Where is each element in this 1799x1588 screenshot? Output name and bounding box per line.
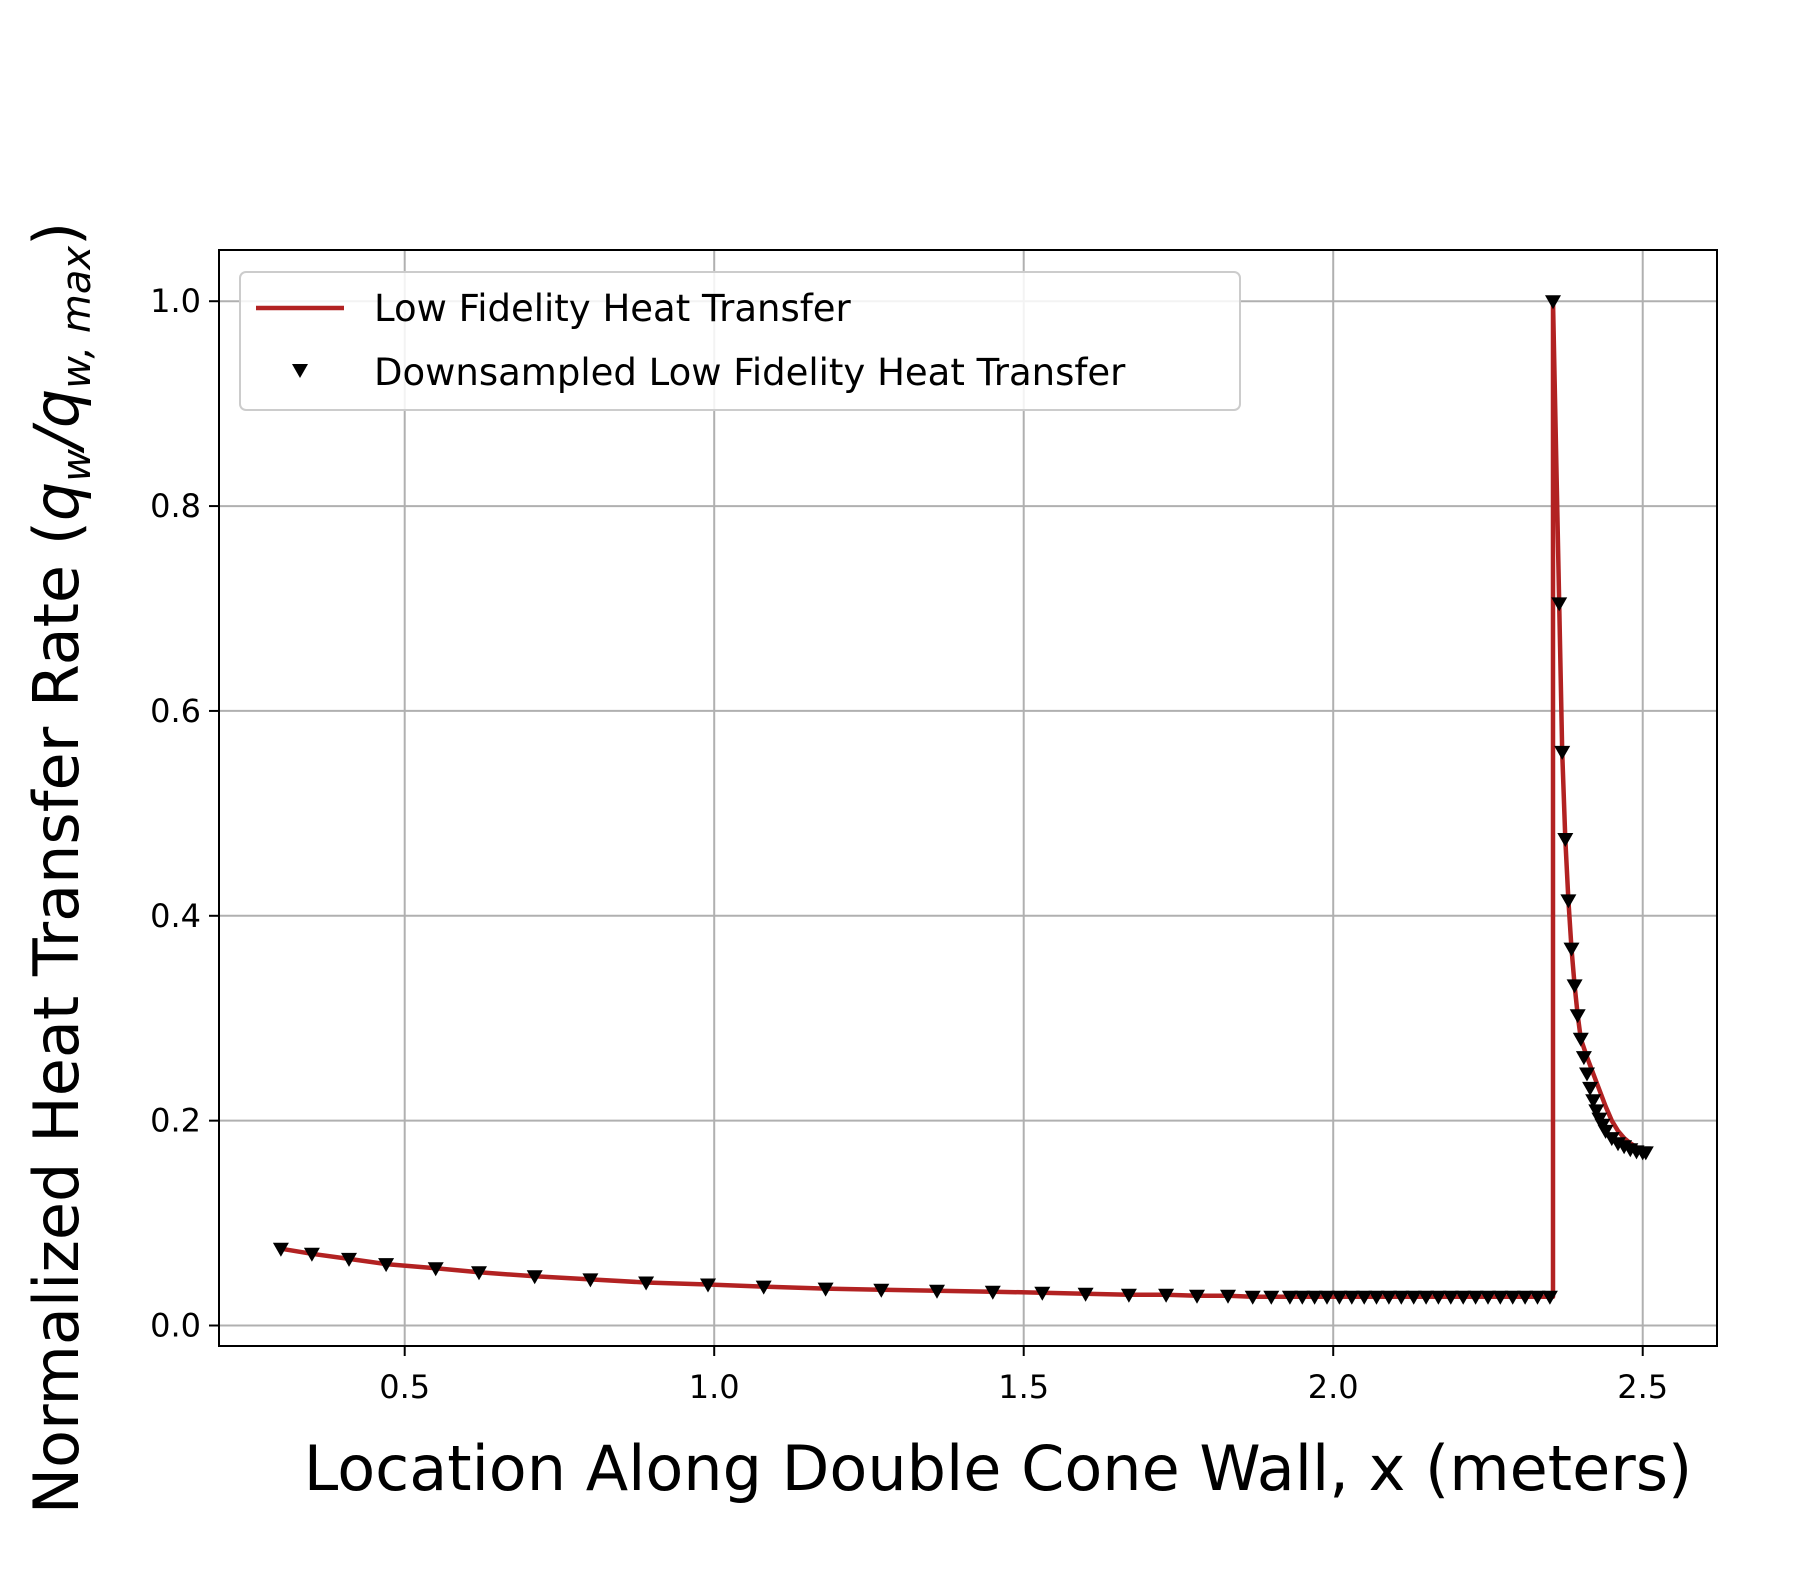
series-marker-downsampled — [1281, 1290, 1298, 1305]
series-marker-downsampled — [1588, 1104, 1605, 1119]
series-marker-downsampled — [1189, 1289, 1205, 1304]
legend-box — [239, 271, 1241, 411]
series-marker-downsampled — [1566, 979, 1583, 994]
series-marker-downsampled — [1430, 1290, 1447, 1305]
x-tick-label: 2.5 — [1617, 1368, 1668, 1406]
series-marker-downsampled — [1504, 1290, 1521, 1305]
series-marker-downsampled — [1077, 1287, 1094, 1302]
series-marker-downsampled — [1529, 1290, 1546, 1305]
series-marker-downsampled — [1380, 1290, 1397, 1305]
y-tick-label: 0.4 — [150, 897, 201, 935]
series-marker-downsampled — [1368, 1290, 1385, 1305]
y-axis-title-wmax-subscript: w, max — [54, 246, 100, 389]
y-tick-label: 0.8 — [150, 487, 201, 525]
series-marker-downsampled — [1455, 1290, 1472, 1305]
y-tick-label: 0.2 — [150, 1102, 201, 1140]
series-marker-downsampled — [1442, 1290, 1459, 1305]
legend-label-markers: Downsampled Low Fidelity Heat Transfer — [374, 351, 1126, 394]
x-tick-label: 1.5 — [998, 1368, 1049, 1406]
series-marker-downsampled — [1582, 1081, 1599, 1096]
series-marker-downsampled — [582, 1273, 599, 1288]
series-marker-downsampled — [1356, 1290, 1373, 1305]
series-marker-downsampled — [1306, 1290, 1323, 1305]
series-marker-downsampled — [1405, 1290, 1422, 1305]
series-marker-downsampled — [1480, 1290, 1496, 1305]
series-marker-downsampled — [1579, 1067, 1595, 1082]
series-marker-downsampled — [427, 1262, 444, 1277]
y-axis-title-q: q — [20, 482, 93, 521]
y-axis-title-w-subscript: w — [54, 449, 100, 482]
series-marker-downsampled — [1220, 1289, 1236, 1304]
series-marker-downsampled — [341, 1252, 357, 1267]
series-marker-downsampled — [1343, 1290, 1360, 1305]
series-marker-downsampled — [755, 1280, 772, 1295]
series-marker-downsampled — [1554, 745, 1571, 760]
series-marker-downsampled — [1244, 1290, 1261, 1305]
series-marker-downsampled — [984, 1285, 1001, 1300]
legend-label-line: Low Fidelity Heat Transfer — [374, 287, 852, 330]
series-marker-downsampled — [1541, 1290, 1558, 1305]
series-marker-downsampled — [1560, 894, 1577, 909]
series-marker-downsampled — [1034, 1286, 1051, 1301]
series-marker-downsampled — [1158, 1288, 1175, 1303]
series-marker-downsampled — [1563, 942, 1580, 957]
series-marker-downsampled — [817, 1282, 834, 1297]
legend-marker-swatch — [292, 364, 308, 378]
series-marker-downsampled — [1294, 1290, 1311, 1305]
series-marker-downsampled — [303, 1247, 320, 1262]
x-tick-label: 0.5 — [379, 1368, 430, 1406]
y-axis-title: Normalized Heat Transfer Rate (qw/qw, ma… — [20, 222, 100, 1514]
series-marker-downsampled — [1551, 597, 1568, 612]
series-marker-downsampled — [1597, 1124, 1614, 1139]
plot-frame — [218, 249, 1718, 1347]
y-tick-label: 1.0 — [150, 282, 201, 320]
legend: Low Fidelity Heat Transfer Downsampled L… — [239, 271, 1241, 411]
series-marker-downsampled — [1467, 1290, 1484, 1305]
series-marker-downsampled — [700, 1278, 716, 1293]
series-marker-downsampled — [1263, 1290, 1280, 1305]
series-marker-downsampled — [929, 1284, 945, 1299]
series-marker-downsampled — [1545, 295, 1561, 310]
series-marker-downsampled — [1575, 1051, 1592, 1066]
series-marker-downsampled — [1492, 1290, 1509, 1305]
x-tick-label: 2.0 — [1308, 1368, 1359, 1406]
y-tick-label: 0.6 — [150, 692, 201, 730]
series-marker-downsampled — [272, 1242, 289, 1257]
data-layer — [272, 295, 1654, 1305]
series-marker-downsampled — [1557, 833, 1574, 847]
series-marker-downsampled — [526, 1270, 543, 1285]
ticks: 0.5 1.0 1.5 2.0 2.5 0.0 0.2 0.4 0.6 0.8 1.0 — [150, 282, 1668, 1406]
series-marker-downsampled — [873, 1283, 890, 1298]
series-marker-downsampled — [378, 1258, 395, 1273]
series-marker-downsampled — [1120, 1288, 1137, 1303]
series-marker-downsampled — [1517, 1290, 1534, 1305]
series-marker-downsampled — [1585, 1094, 1602, 1109]
series-marker-downsampled — [471, 1266, 487, 1281]
x-tick-label: 1.0 — [689, 1368, 740, 1406]
series-marker-downsampled — [638, 1276, 655, 1291]
series-marker-downsampled — [1319, 1290, 1335, 1305]
series-marker-downsampled — [1393, 1290, 1410, 1305]
y-axis-title-q2: q — [20, 389, 93, 428]
x-axis-title: Location Along Double Cone Wall, x (mete… — [304, 1432, 1692, 1505]
series-marker-downsampled — [1569, 1009, 1586, 1024]
series-marker-downsampled — [1637, 1146, 1654, 1161]
y-tick-label: 0.0 — [150, 1307, 201, 1345]
series-marker-downsampled — [1572, 1032, 1589, 1047]
y-axis-title-prefix: Normalized Heat Transfer Rate ( — [20, 521, 93, 1514]
series-marker-downsampled — [1418, 1290, 1435, 1305]
y-axis-title-suffix: ) — [20, 222, 93, 246]
series-marker-downsampled — [1331, 1290, 1348, 1305]
